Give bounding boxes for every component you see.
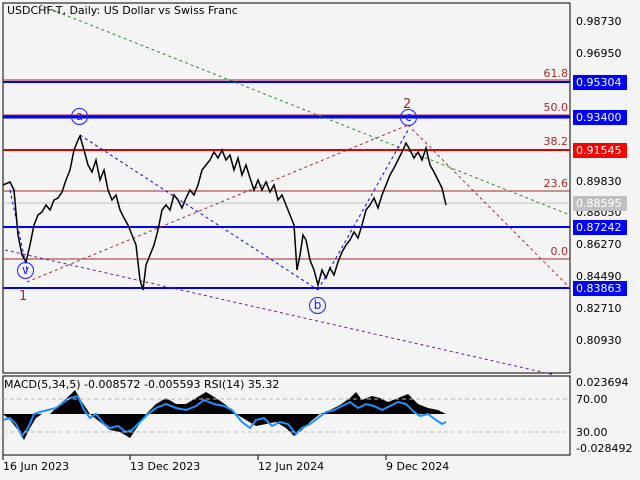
- price-tick: 0.96950: [576, 47, 622, 60]
- level-lines: [3, 79, 570, 289]
- wave-label-a: a: [71, 108, 88, 125]
- fib-label: 23.6: [543, 177, 569, 190]
- price-tag-level: 0.83863: [573, 281, 627, 296]
- price-tick: 0.89830: [576, 175, 622, 188]
- price-tag-level: 0.93400: [573, 110, 627, 125]
- indicator-tick: 0.023694: [576, 376, 629, 389]
- fib-label: 50.0: [543, 101, 569, 114]
- time-axis-ticks: [2, 455, 387, 460]
- price-tick: 0.80930: [576, 334, 622, 347]
- time-label: 9 Dec 2024: [386, 460, 450, 473]
- price-tag-level: 0.95304: [573, 75, 627, 90]
- trend-lines: [4, 4, 571, 376]
- wave-label-v: v: [17, 262, 34, 279]
- price-tick: 0.84490: [576, 270, 622, 283]
- price-tag-level: 0.87242: [573, 220, 627, 235]
- price-tag-level: 0.91545: [573, 143, 627, 158]
- wave-label-c: c: [400, 109, 417, 126]
- indicator-title: MACD(5,34,5) -0.008572 -0.005593 RSI(14)…: [4, 378, 280, 391]
- indicator-tick: 70.00: [576, 393, 608, 406]
- price-series: [2, 133, 447, 291]
- fib-label: 61.8: [543, 67, 569, 80]
- time-label: 12 Jun 2024: [258, 460, 325, 473]
- indicator-tick: 30.00: [576, 426, 608, 439]
- fib-label: 38.2: [543, 135, 569, 148]
- price-tag-current: 0.88595: [573, 196, 627, 211]
- time-label: 13 Dec 2023: [130, 460, 201, 473]
- indicator-tick: -0.028492: [576, 442, 633, 455]
- fib-label: 0.0: [550, 245, 569, 258]
- chart-title: USDCHF-T, Daily: US Dollar vs Swiss Fran…: [7, 4, 238, 17]
- wave-label-b: b: [309, 297, 326, 314]
- time-label: 16 Jun 2023: [3, 460, 70, 473]
- price-tick: 0.82710: [576, 302, 622, 315]
- main-plot-frame: [2, 2, 571, 374]
- price-tick: 0.86270: [576, 238, 622, 251]
- price-tick: 0.98730: [576, 15, 622, 28]
- wave-label-2: 2: [403, 97, 412, 112]
- wave-label-1: 1: [19, 289, 28, 304]
